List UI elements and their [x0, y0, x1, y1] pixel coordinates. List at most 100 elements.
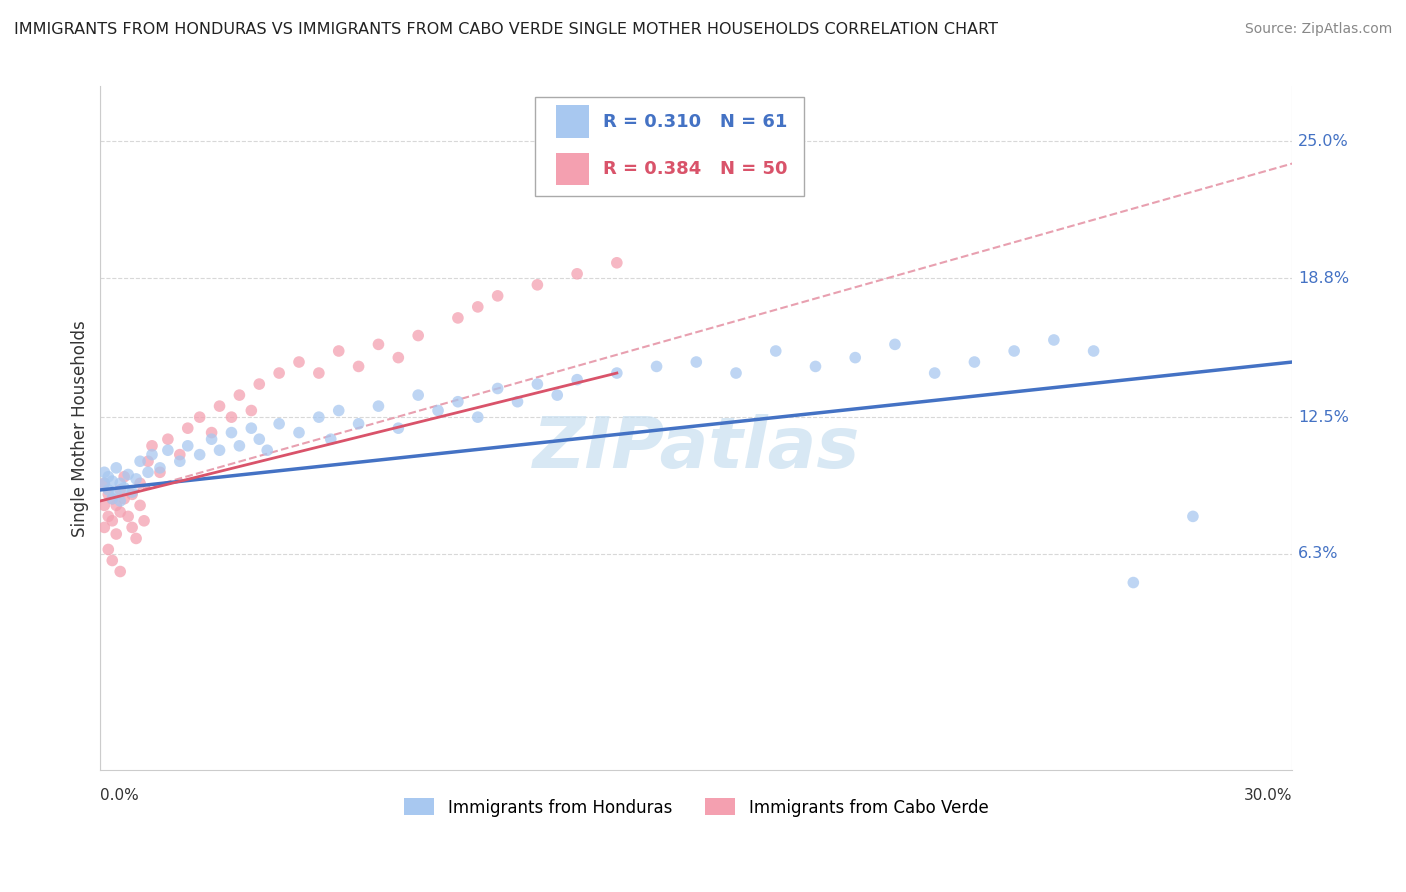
Legend: Immigrants from Honduras, Immigrants from Cabo Verde: Immigrants from Honduras, Immigrants fro… [398, 792, 995, 823]
Point [1002, 343, 1025, 358]
Text: 12.5%: 12.5% [1298, 409, 1350, 425]
Point [125, 532, 148, 546]
Point [844, 351, 866, 365]
Text: Source: ZipAtlas.com: Source: ZipAtlas.com [1244, 22, 1392, 37]
Point [486, 382, 509, 396]
Point [328, 343, 350, 358]
Point [645, 359, 668, 374]
Point [97, 483, 120, 497]
Point [367, 399, 389, 413]
Point [506, 394, 529, 409]
Point [101, 491, 124, 506]
Point [963, 355, 986, 369]
Point [526, 377, 548, 392]
Point [269, 417, 291, 431]
Point [149, 461, 172, 475]
Point [221, 425, 243, 440]
Point [526, 277, 548, 292]
Point [319, 432, 342, 446]
Point [93, 465, 115, 479]
Point [347, 359, 370, 374]
Point [121, 487, 143, 501]
Point [117, 509, 139, 524]
Text: R = 0.310   N = 61: R = 0.310 N = 61 [603, 112, 787, 130]
Point [132, 514, 155, 528]
Point [546, 388, 568, 402]
Point [121, 485, 143, 500]
Point [110, 494, 132, 508]
Point [129, 499, 152, 513]
Text: ZIPatlas: ZIPatlas [533, 414, 860, 483]
Point [685, 355, 707, 369]
Point [288, 355, 311, 369]
Point [141, 448, 163, 462]
Point [177, 421, 200, 435]
Point [105, 527, 128, 541]
Point [406, 388, 429, 402]
Point [565, 373, 588, 387]
Point [240, 403, 263, 417]
Point [208, 399, 231, 413]
Point [188, 410, 211, 425]
Point [247, 377, 270, 392]
FancyBboxPatch shape [555, 105, 589, 138]
Point [347, 417, 370, 431]
Point [169, 454, 191, 468]
Point [288, 425, 311, 440]
Point [308, 410, 330, 425]
Point [884, 337, 907, 351]
Point [228, 439, 250, 453]
Point [141, 439, 163, 453]
Point [1083, 343, 1105, 358]
Point [256, 443, 278, 458]
Point [156, 443, 179, 458]
Point [93, 476, 115, 491]
Point [97, 487, 120, 501]
Point [93, 499, 115, 513]
Point [169, 448, 191, 462]
Point [200, 432, 222, 446]
Point [765, 343, 787, 358]
Text: 25.0%: 25.0% [1298, 134, 1348, 149]
Point [387, 421, 409, 435]
Point [125, 472, 148, 486]
Text: IMMIGRANTS FROM HONDURAS VS IMMIGRANTS FROM CABO VERDE SINGLE MOTHER HOUSEHOLDS : IMMIGRANTS FROM HONDURAS VS IMMIGRANTS F… [14, 22, 998, 37]
Point [110, 483, 132, 497]
Point [112, 491, 135, 506]
Point [447, 310, 470, 325]
Point [105, 499, 128, 513]
Point [606, 256, 628, 270]
Point [101, 491, 124, 506]
Point [387, 351, 409, 365]
Point [121, 520, 143, 534]
Point [93, 520, 115, 534]
Point [188, 448, 211, 462]
Point [117, 467, 139, 482]
Point [129, 454, 152, 468]
Point [156, 432, 179, 446]
Point [105, 487, 128, 501]
Point [724, 366, 747, 380]
Point [208, 443, 231, 458]
Point [110, 505, 132, 519]
Point [136, 465, 159, 479]
Point [467, 300, 489, 314]
Point [565, 267, 588, 281]
Point [447, 394, 470, 409]
Point [367, 337, 389, 351]
Y-axis label: Single Mother Households: Single Mother Households [72, 320, 89, 537]
Point [97, 469, 120, 483]
Point [101, 553, 124, 567]
Text: 6.3%: 6.3% [1298, 547, 1339, 561]
Point [101, 474, 124, 488]
Point [924, 366, 946, 380]
Point [221, 410, 243, 425]
Point [606, 366, 628, 380]
Point [136, 454, 159, 468]
Point [112, 481, 135, 495]
Point [110, 476, 132, 491]
Text: 18.8%: 18.8% [1298, 270, 1350, 285]
Point [406, 328, 429, 343]
FancyBboxPatch shape [555, 153, 589, 186]
Point [200, 425, 222, 440]
